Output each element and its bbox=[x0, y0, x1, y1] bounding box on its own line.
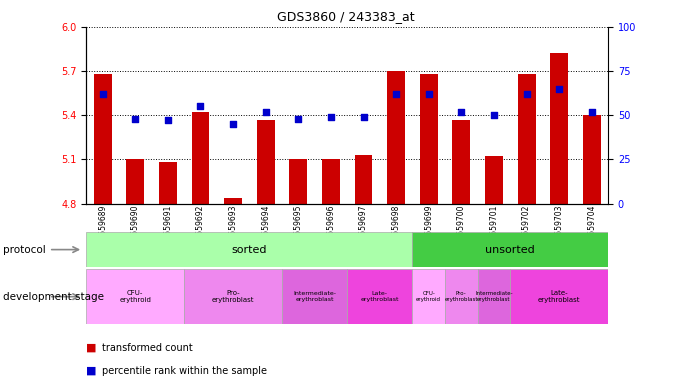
Text: ■: ■ bbox=[86, 343, 97, 353]
Bar bbox=[347, 269, 413, 324]
Point bbox=[489, 112, 500, 118]
Text: Late-
erythroblast: Late- erythroblast bbox=[361, 291, 399, 302]
Bar bbox=[224, 198, 242, 204]
Point bbox=[227, 121, 238, 127]
Bar bbox=[184, 269, 282, 324]
Text: Pro-
erythroblast: Pro- erythroblast bbox=[212, 290, 254, 303]
Point bbox=[162, 118, 173, 124]
Point bbox=[293, 116, 304, 122]
Text: percentile rank within the sample: percentile rank within the sample bbox=[102, 366, 267, 376]
Bar bbox=[445, 269, 477, 324]
Point bbox=[586, 109, 597, 115]
Bar bbox=[86, 269, 184, 324]
Bar bbox=[510, 269, 608, 324]
Point bbox=[358, 114, 369, 120]
Bar bbox=[282, 269, 347, 324]
Text: Pro-
erythroblast: Pro- erythroblast bbox=[444, 291, 478, 302]
Point bbox=[97, 91, 108, 97]
Bar bbox=[159, 162, 177, 204]
Point bbox=[521, 91, 532, 97]
Bar bbox=[354, 155, 372, 204]
Bar bbox=[257, 119, 275, 204]
Text: ■: ■ bbox=[86, 366, 97, 376]
Text: transformed count: transformed count bbox=[102, 343, 193, 353]
Text: CFU-
erythroid: CFU- erythroid bbox=[416, 291, 442, 302]
Bar bbox=[413, 232, 608, 267]
Bar bbox=[126, 159, 144, 204]
Point bbox=[261, 109, 272, 115]
Bar bbox=[419, 74, 437, 204]
Bar bbox=[518, 74, 536, 204]
Bar bbox=[94, 74, 112, 204]
Text: unsorted: unsorted bbox=[485, 245, 535, 255]
Bar bbox=[322, 159, 340, 204]
Bar bbox=[477, 269, 510, 324]
Bar bbox=[583, 115, 600, 204]
Bar bbox=[387, 71, 405, 204]
Point bbox=[195, 103, 206, 109]
Point bbox=[130, 116, 141, 122]
Bar bbox=[485, 156, 503, 204]
Bar bbox=[290, 159, 307, 204]
Bar bbox=[550, 53, 568, 204]
Text: development stage: development stage bbox=[3, 291, 104, 302]
Text: Intermediate-
erythroblast: Intermediate- erythroblast bbox=[293, 291, 336, 302]
Point bbox=[553, 86, 565, 92]
Bar bbox=[453, 119, 471, 204]
Bar bbox=[191, 112, 209, 204]
Text: sorted: sorted bbox=[231, 245, 267, 255]
Point bbox=[325, 114, 337, 120]
Text: protocol: protocol bbox=[3, 245, 46, 255]
Text: Intermediate-
erythroblast: Intermediate- erythroblast bbox=[475, 291, 513, 302]
Bar bbox=[86, 232, 413, 267]
Bar bbox=[413, 269, 445, 324]
Text: CFU-
erythroid: CFU- erythroid bbox=[120, 290, 151, 303]
Point bbox=[423, 91, 434, 97]
Point bbox=[456, 109, 467, 115]
Point bbox=[390, 91, 401, 97]
Text: Late-
erythroblast: Late- erythroblast bbox=[538, 290, 580, 303]
Text: GDS3860 / 243383_at: GDS3860 / 243383_at bbox=[276, 10, 415, 23]
